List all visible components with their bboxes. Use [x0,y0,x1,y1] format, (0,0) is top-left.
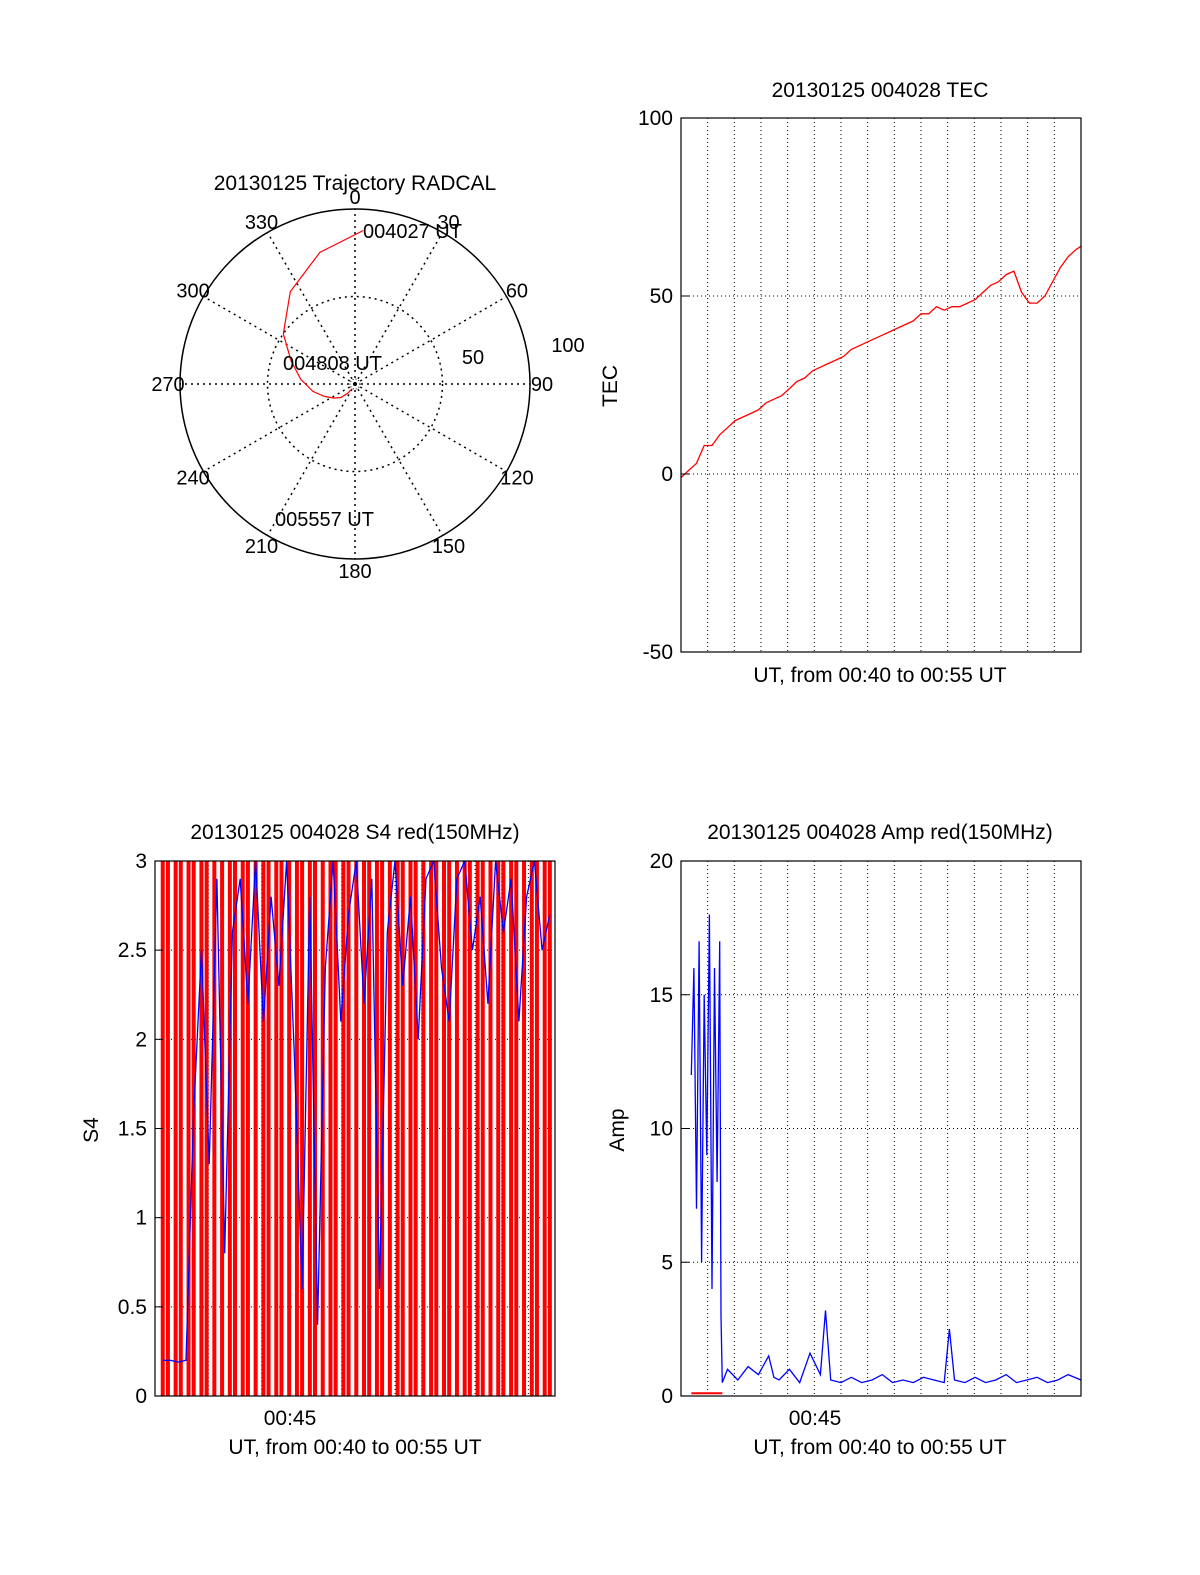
polar-spoke [354,383,444,536]
y-tick-label: 0 [661,1385,673,1408]
trajectory-start-label: 004027 UT [363,221,462,243]
y-tick-label: 2 [135,1028,147,1051]
polar-angle-label: 30 [437,212,459,234]
s4-xtick-label: 00:45 [264,1407,317,1430]
polar-outer-ring [179,208,531,560]
y-tick-label: 3 [135,850,147,873]
amp-y-ticks: 20 15 10 5 0 [650,850,689,1408]
polar-angle-label: 240 [176,468,209,490]
polar-spoke [266,232,356,385]
y-tick-label: -50 [643,641,673,664]
polar-spoke [266,383,356,536]
polar-spoke [203,383,356,473]
amp-xlabel: UT, from 00:40 to 00:55 UT [753,1436,1006,1459]
polar-spoke [354,232,444,385]
trajectory-mid-label: 004808 UT [283,353,382,375]
polar-spoke [203,295,356,385]
y-tick-label: 0 [135,1385,147,1408]
tec-xlabel: UT, from 00:40 to 00:55 UT [753,664,1006,687]
polar-angle-label: 270 [151,374,184,396]
polar-angle-label: 150 [432,536,465,558]
tec-grid [681,118,1081,652]
y-tick-label: 0.5 [118,1296,147,1319]
amp-title: 20130125 004028 Amp red(150MHz) [707,821,1053,844]
y-tick-label: 100 [638,107,673,130]
radial-label-100: 100 [551,335,584,357]
trajectory-end-label: 005557 UT [275,509,374,531]
s4-title: 20130125 004028 S4 red(150MHz) [190,821,519,844]
polar-spoke [354,383,507,473]
tec-plot-frame [680,117,1082,653]
s4-panel: 20130125 004028 S4 red(150MHz) 3 2.5 2 1.5 1… [80,821,556,1459]
amp-panel: 20130125 004028 Amp red(150MHz) 20 15 10 5 0… [606,821,1082,1459]
tec-series-line [680,245,1082,479]
y-tick-label: 50 [650,285,673,308]
tec-y-ticks: 100 50 0 -50 [638,107,689,664]
polar-angle-label: 210 [245,536,278,558]
amp-ylabel: Amp [606,1108,629,1151]
polar-angle-label: 0 [349,187,360,209]
y-tick-label: 1.5 [118,1118,147,1141]
tec-title: 20130125 004028 TEC [772,79,989,102]
polar-angle-label: 300 [176,281,209,303]
trajectory-title: 20130125 Trajectory RADCAL [214,172,497,195]
s4-red-series [160,861,552,1396]
polar-inner-ring [266,295,444,473]
tec-ylabel: TEC [599,365,622,407]
tec-panel: 20130125 004028 TEC 100 50 0 -50 UT, from 0… [599,79,1082,687]
trajectory-panel: 20130125 Trajectory RADCAL 0 30 60 90 120 150… [151,172,584,583]
amp-grid [681,861,1081,1396]
y-tick-label: 0 [661,463,673,486]
polar-angle-label: 60 [506,281,528,303]
amp-xtick-label: 00:45 [789,1407,842,1430]
s4-y-ticks: 3 2.5 2 1.5 1 0.5 0 [118,850,163,1408]
polar-angle-label: 120 [500,468,533,490]
s4-xlabel: UT, from 00:40 to 00:55 UT [228,1436,481,1459]
y-tick-label: 10 [650,1118,673,1141]
polar-angle-label: 330 [245,212,278,234]
y-tick-label: 15 [650,984,673,1007]
radial-label-50: 50 [462,347,484,369]
polar-center-ring [349,378,361,390]
y-tick-label: 5 [661,1251,673,1274]
trajectory-path [282,230,364,399]
s4-ylabel: S4 [80,1117,103,1143]
y-tick-label: 1 [135,1207,147,1230]
polar-grid [180,209,530,559]
polar-spoke [354,295,507,385]
y-tick-label: 2.5 [118,939,147,962]
polar-angle-labels: 0 30 60 90 120 150 180 210 240 270 300 330 [151,187,553,583]
y-tick-label: 20 [650,850,673,873]
polar-angle-label: 90 [531,374,553,396]
amp-blue-series-line [690,914,1082,1384]
polar-angle-label: 180 [338,561,371,583]
